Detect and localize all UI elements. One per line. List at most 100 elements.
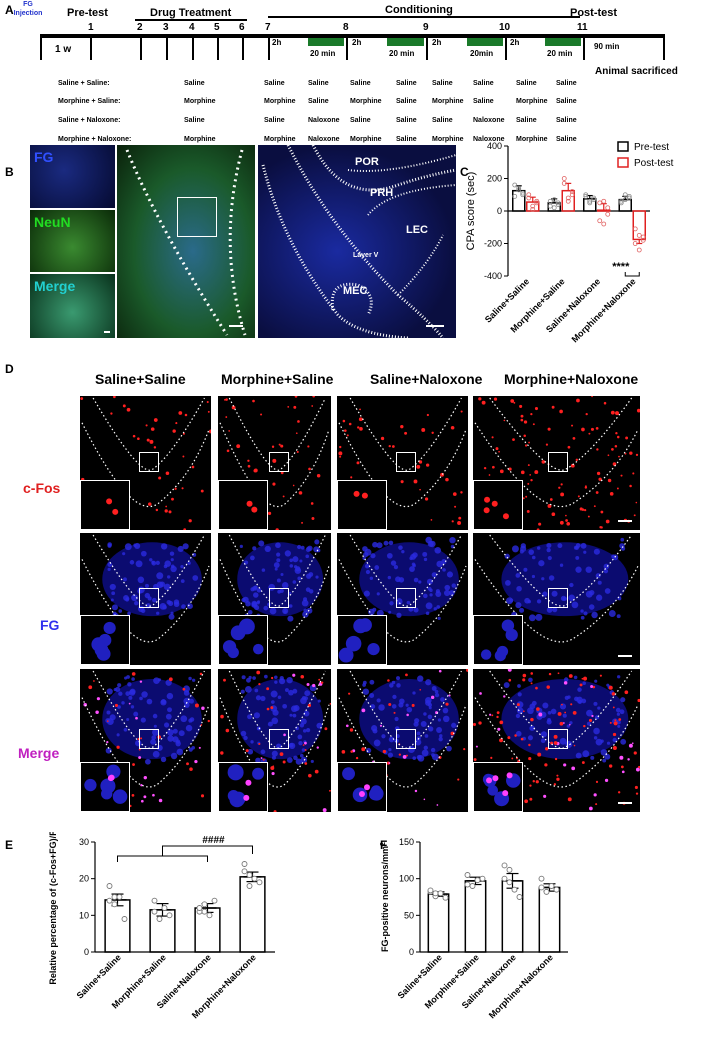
data-point xyxy=(555,202,561,207)
timeline-tick-end xyxy=(663,34,665,60)
row-label-fg: FG xyxy=(40,617,60,633)
conditioning-cell: Morphine xyxy=(516,136,548,143)
panel-b-letter: B xyxy=(5,165,14,179)
microscopy-image xyxy=(337,533,468,665)
data-point xyxy=(583,193,589,199)
data-point xyxy=(251,875,258,882)
bar xyxy=(597,209,611,212)
zoom-inset xyxy=(218,480,268,530)
y-tick-label: 0 xyxy=(497,206,502,216)
conditioning-cell: Saline xyxy=(308,98,329,105)
day-10: 10 xyxy=(499,22,511,33)
zoom-box xyxy=(548,588,569,609)
row-label-merge: Merge xyxy=(18,745,60,761)
data-point xyxy=(591,197,597,203)
data-point xyxy=(121,916,128,922)
microscopy-image xyxy=(473,533,640,665)
conditioning-cell: Saline xyxy=(516,80,537,87)
conditioning-cell: Saline xyxy=(308,80,329,87)
session-bar-3 xyxy=(467,38,503,46)
session-3: 20min xyxy=(470,49,494,58)
microscopy-image xyxy=(80,396,211,530)
data-point xyxy=(106,883,113,889)
data-point xyxy=(526,192,532,198)
zoom-inset xyxy=(473,762,523,812)
conditioning-cell: Morphine xyxy=(264,136,296,143)
drug-cell: Morphine xyxy=(184,136,216,143)
microscopy-image xyxy=(218,396,331,530)
zoom-inset xyxy=(337,762,387,812)
data-point xyxy=(479,875,486,882)
data-point xyxy=(618,200,624,206)
drug-cell: Morphine xyxy=(184,98,216,105)
region-layer-v: Layer V xyxy=(353,252,379,259)
data-point xyxy=(211,897,218,904)
conditioning-cell: Saline xyxy=(473,98,494,105)
group-label: Morphine + Naloxone: xyxy=(58,136,132,143)
data-point xyxy=(534,200,540,206)
drug-cell: Saline xyxy=(184,117,205,124)
microscopy-texture xyxy=(474,534,639,643)
data-point xyxy=(587,198,593,204)
region-por: POR xyxy=(355,156,379,168)
data-point xyxy=(605,205,611,211)
timeline-tick-2 xyxy=(140,34,142,60)
panel-d-letter: D xyxy=(5,362,14,376)
data-point xyxy=(547,198,553,204)
data-point xyxy=(636,247,642,253)
data-point xyxy=(632,226,638,232)
data-point xyxy=(516,187,522,193)
drug-treatment-bracket xyxy=(135,19,247,21)
conditioning-cell: Naloxone xyxy=(473,117,505,124)
microscopy-texture xyxy=(81,534,210,643)
conditioning-cell: Saline xyxy=(264,80,285,87)
column-header-saline-saline: Saline+Saline xyxy=(95,371,186,387)
y-axis-label-superscript: 2 xyxy=(380,842,387,846)
data-point xyxy=(597,218,603,224)
cfos-fg-chart: 0 10 20 30 Relative percentage of (c-Fos+FG)… xyxy=(48,832,275,1020)
conditioning-cell: Naloxone xyxy=(473,136,505,143)
zoom-inset xyxy=(80,762,130,812)
zoom-box xyxy=(138,729,159,750)
conditioning-cell: Saline xyxy=(556,117,577,124)
scale-bar xyxy=(618,520,632,522)
data-point xyxy=(547,203,553,209)
data-point xyxy=(520,192,526,198)
y-tick-label: -200 xyxy=(484,239,502,249)
microscopy-texture xyxy=(338,397,467,525)
data-point xyxy=(591,195,597,201)
zoom-box xyxy=(395,588,416,609)
inset-texture xyxy=(84,764,128,804)
zoom-box xyxy=(268,588,289,609)
zoom-inset xyxy=(218,762,268,812)
timeline-tick-10 xyxy=(505,34,507,60)
data-point xyxy=(551,205,557,211)
y-tick-label: 30 xyxy=(79,837,89,847)
data-point xyxy=(640,234,646,240)
neun-image: NeuN xyxy=(30,210,115,272)
category-label: Saline+Saline xyxy=(75,952,123,1000)
sacrificed-label: Animal sacrificed xyxy=(595,66,678,77)
timeline-bar xyxy=(40,34,665,38)
conditioning-cell: Saline xyxy=(556,80,577,87)
microscopy-texture xyxy=(338,534,467,643)
neun-label: NeuN xyxy=(34,214,71,230)
conditioning-cell: Saline xyxy=(396,117,417,124)
data-point xyxy=(151,908,158,915)
microscopy-image xyxy=(337,396,468,530)
gap-2: 2h xyxy=(352,38,362,47)
conditioning-cell: Saline xyxy=(516,117,537,124)
data-point xyxy=(506,879,513,886)
data-point xyxy=(151,897,158,904)
microscopy-image xyxy=(473,669,640,812)
data-point xyxy=(530,206,536,212)
data-point xyxy=(246,872,253,878)
conditioning-cell: Saline xyxy=(350,80,371,87)
data-point xyxy=(548,883,555,889)
conditioning-cell: Saline xyxy=(396,80,417,87)
data-point xyxy=(201,908,208,915)
microscopy-image xyxy=(80,669,211,812)
conditioning-cell: Saline xyxy=(350,117,371,124)
timeline-tick-7 xyxy=(268,34,270,60)
session-bar-2 xyxy=(387,38,424,46)
